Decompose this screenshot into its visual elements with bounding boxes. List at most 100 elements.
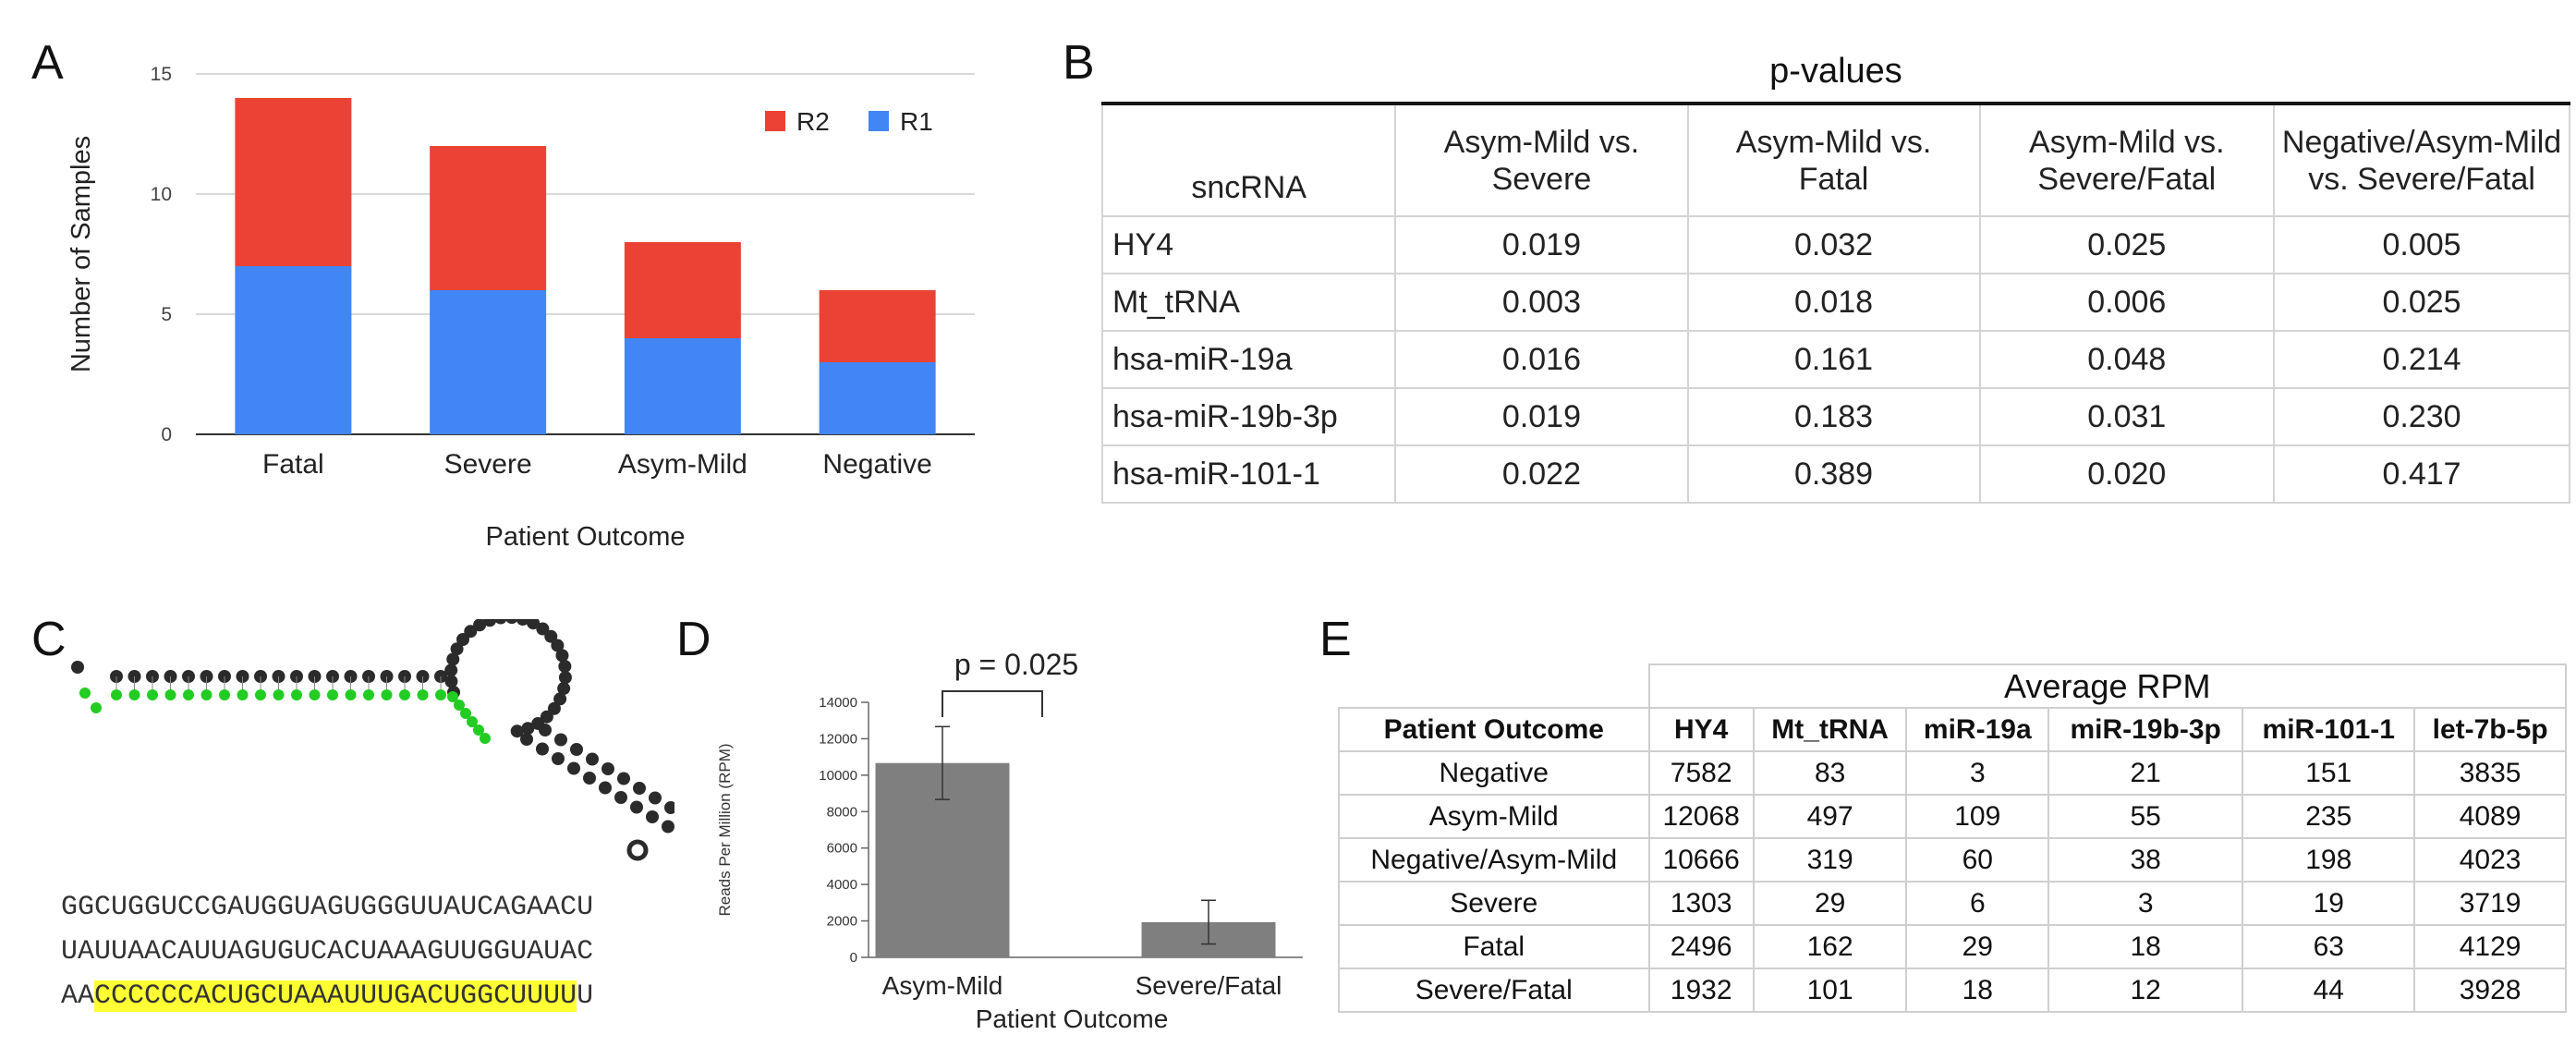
rpm-value: 151 xyxy=(2242,750,2416,796)
nucleotide-dot-green xyxy=(79,688,91,699)
stem-dot xyxy=(614,791,627,804)
rpm-value: 4023 xyxy=(2413,837,2567,882)
stem-dot xyxy=(601,762,614,775)
rpm-col-header: let-7b-5p xyxy=(2413,707,2567,752)
stem-dot xyxy=(599,781,612,795)
x-tick-label: Asym-Mild xyxy=(882,971,1003,1000)
p-value-annotation: p = 0.025 xyxy=(954,648,1078,681)
sequence-line-3: AACCCCCCACUGCUAAAUUUGACUGGCUUUUU xyxy=(61,974,593,1018)
y-tick-label: 5 xyxy=(161,304,172,325)
pvalues-title: p-values xyxy=(1769,52,1902,91)
nucleotide-dot-green xyxy=(345,689,357,700)
pvalues-col-header: Asym-Mild vs. Severe/Fatal xyxy=(1978,103,2276,217)
stem-dot xyxy=(664,801,674,814)
sequence-highlight: CCCCCCACUGCUAAAUUUGACUGGCUUUU xyxy=(94,980,577,1012)
x-tick-label: Severe/Fatal xyxy=(1136,971,1282,1000)
nucleotide-dot-green xyxy=(480,733,491,744)
sncrna-name: HY4 xyxy=(1100,215,1397,274)
header-line: Asym-Mild vs. xyxy=(2029,124,2225,160)
legend-swatch-r2 xyxy=(765,111,785,131)
nucleotide-dot xyxy=(71,661,84,674)
p-value: 0.230 xyxy=(2273,387,2570,446)
nucleotide-dot-green xyxy=(255,689,266,700)
nucleotide-dot-green xyxy=(111,689,122,700)
y-tick-label: 2000 xyxy=(827,914,857,930)
rpm-col-header: Patient Outcome xyxy=(1338,707,1650,752)
nucleotide-dot-green xyxy=(460,708,471,719)
rpm-value: 6 xyxy=(1905,881,2050,926)
loop-dot xyxy=(527,619,541,630)
rpm-value: 7582 xyxy=(1647,750,1755,796)
y-axis-title: Reads Per Million (RPM) xyxy=(716,743,734,916)
stem-dot xyxy=(552,752,565,765)
rpm-col-header: Mt_tRNA xyxy=(1752,707,1908,752)
sncrna-name: hsa-miR-19b-3p xyxy=(1100,387,1397,446)
loop-dot xyxy=(510,724,524,738)
nucleotide-dot-green xyxy=(454,700,465,711)
table-row: Negative 7582 83 3 21 151 3835 xyxy=(1338,750,2567,796)
nucleotide-dot-green xyxy=(273,689,285,700)
loop-dot xyxy=(493,619,507,625)
panel-label-b: B xyxy=(1063,36,1095,90)
stem-dot xyxy=(583,772,596,785)
nucleotide-dot-green xyxy=(417,689,429,700)
pvalues-col-header: Negative/Asym-Mild vs. Severe/Fatal xyxy=(2273,103,2570,217)
rpm-value: 55 xyxy=(2047,794,2244,839)
rpm-value: 4129 xyxy=(2413,924,2567,969)
pvalues-col-header: sncRNA xyxy=(1100,103,1397,217)
loop-dot xyxy=(505,619,518,625)
stem-dot xyxy=(649,791,662,805)
p-value: 0.006 xyxy=(1978,273,2276,332)
p-value: 0.018 xyxy=(1686,273,1981,332)
p-value: 0.389 xyxy=(1686,444,1981,504)
outcome-name: Asym-Mild xyxy=(1338,794,1650,839)
stem-dot xyxy=(646,810,659,823)
rpm-value: 3928 xyxy=(2413,968,2567,1013)
loop-dot xyxy=(536,622,550,636)
nucleotide-dot-green xyxy=(183,689,194,700)
rpm-value: 29 xyxy=(1752,881,1908,926)
sequence-line-1: GGCUGGUCCGAUGGUAGUGGGUUAUCAGAACU xyxy=(61,892,594,923)
rpm-value: 319 xyxy=(1752,837,1908,882)
bar-r1 xyxy=(235,266,352,434)
bar-r1 xyxy=(819,362,936,434)
p-value: 0.032 xyxy=(1686,215,1981,274)
nucleotide-dot-green xyxy=(363,689,374,700)
p-value: 0.016 xyxy=(1394,330,1689,389)
rpm-value: 235 xyxy=(2242,794,2416,839)
loop-dot xyxy=(551,639,565,652)
nucleotide-dot-green xyxy=(147,689,158,700)
y-axis-title: Number of Samples xyxy=(67,136,96,372)
pvalues-table: sncRNA Asym-Mild vs. Severe Asym-Mild vs. Fa… xyxy=(1100,102,2570,504)
x-tick-label: Negative xyxy=(822,449,931,480)
y-tick-label: 0 xyxy=(850,950,857,966)
outcome-name: Fatal xyxy=(1338,924,1650,969)
rpm-value: 12068 xyxy=(1647,794,1755,839)
y-tick-label: 8000 xyxy=(827,804,857,820)
rpm-value: 3835 xyxy=(2413,750,2567,796)
p-value: 0.003 xyxy=(1394,273,1689,332)
rpm-value: 3719 xyxy=(2413,881,2567,926)
pvalues-col-header: Asym-Mild vs. Severe xyxy=(1394,103,1689,217)
header-line: Asym-Mild vs. xyxy=(1443,124,1640,160)
rpm-value: 38 xyxy=(2047,837,2244,882)
table-row: hsa-miR-101-1 0.022 0.389 0.020 0.417 xyxy=(1100,444,2570,504)
loop-dot xyxy=(540,710,553,724)
panel-label-e: E xyxy=(1319,613,1352,666)
rpm-value: 63 xyxy=(2242,924,2416,969)
nucleotide-dot-green xyxy=(164,689,176,700)
p-value: 0.161 xyxy=(1686,330,1981,389)
sequence-prefix: AA xyxy=(61,980,95,1012)
loop-dot xyxy=(553,692,567,706)
loop-dot xyxy=(483,619,497,627)
significance-bracket xyxy=(942,690,1043,717)
sequence-line-2: UAUUAACAUUAGUGUCACUAAAGUUGGUAUAC xyxy=(61,936,594,968)
loop-dot xyxy=(547,701,561,715)
y-tick-label: 12000 xyxy=(819,731,857,747)
loop-dot xyxy=(558,660,572,674)
x-tick-label: Fatal xyxy=(262,449,324,480)
rpm-value: 18 xyxy=(1905,968,2050,1013)
rpm-value: 2496 xyxy=(1647,924,1755,969)
nucleotide-dot-green xyxy=(381,689,393,700)
rpm-value: 83 xyxy=(1752,750,1908,796)
